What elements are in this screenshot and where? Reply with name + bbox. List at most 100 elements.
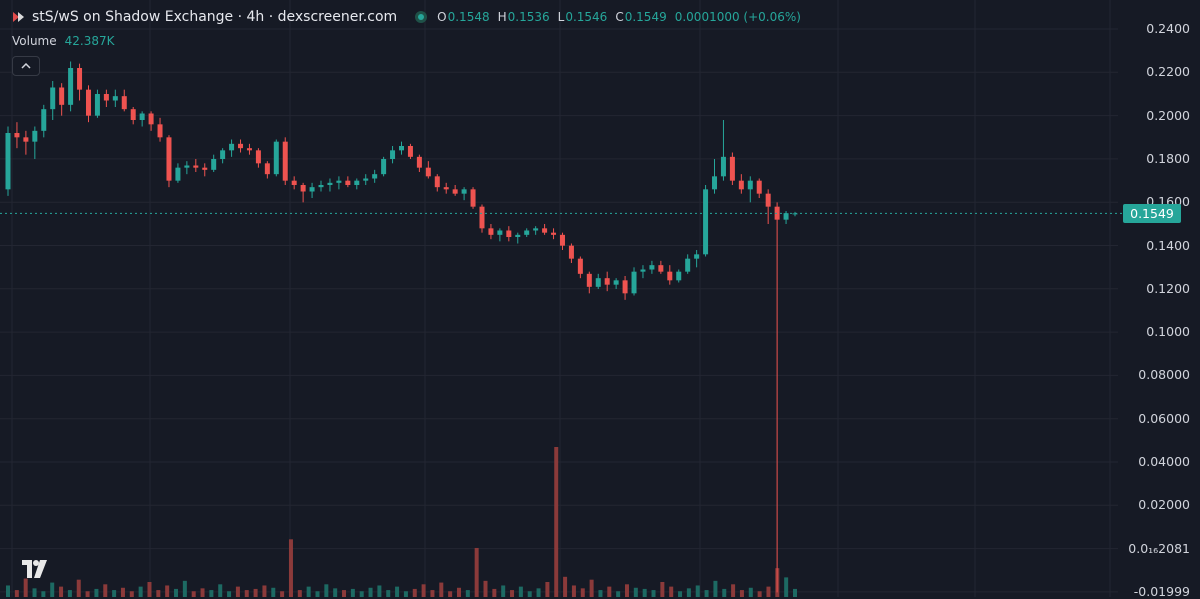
candle-body[interactable] <box>50 87 56 110</box>
candle-body[interactable] <box>381 159 387 175</box>
price-tick-label: 0.04000 <box>1138 454 1190 469</box>
volume-bar <box>563 576 568 597</box>
candle-body[interactable] <box>94 94 100 116</box>
candle-body[interactable] <box>640 269 646 272</box>
candle-body[interactable] <box>613 280 619 285</box>
candle-body[interactable] <box>372 174 378 179</box>
candle-body[interactable] <box>676 271 682 281</box>
candle-body[interactable] <box>720 156 726 177</box>
candle-body[interactable] <box>103 94 109 101</box>
candle-body[interactable] <box>524 230 530 235</box>
candle-body[interactable] <box>712 176 718 190</box>
candle-body[interactable] <box>586 273 592 287</box>
candle-body[interactable] <box>345 180 351 185</box>
candle-body[interactable] <box>685 258 691 272</box>
candle-body[interactable] <box>273 141 279 175</box>
candle-body[interactable] <box>282 141 288 181</box>
candle-body[interactable] <box>41 109 47 131</box>
candle-body[interactable] <box>407 146 413 157</box>
candle-body[interactable] <box>59 87 65 105</box>
collapse-legend-button[interactable] <box>12 56 40 76</box>
candle-body[interactable] <box>434 176 440 188</box>
candle-body[interactable] <box>175 167 181 181</box>
candle-body[interactable] <box>515 234 521 237</box>
candle-body[interactable] <box>32 130 38 142</box>
candle-body[interactable] <box>568 245 574 259</box>
candle-body[interactable] <box>470 189 476 207</box>
candle-body[interactable] <box>238 143 244 149</box>
candle-body[interactable] <box>622 280 628 294</box>
candle-body[interactable] <box>604 278 610 285</box>
candle-body[interactable] <box>139 113 145 121</box>
candle-body[interactable] <box>443 187 449 190</box>
candle-body[interactable] <box>479 206 485 229</box>
symbol-title[interactable]: stS/wS on Shadow Exchange · 4h · dexscre… <box>32 9 398 25</box>
candle-body[interactable] <box>68 68 74 105</box>
candle-body[interactable] <box>211 159 217 170</box>
volume-bar <box>722 588 727 597</box>
candle-body[interactable] <box>202 167 208 170</box>
candle-body[interactable] <box>291 180 297 185</box>
candle-body[interactable] <box>738 180 744 190</box>
candle-body[interactable] <box>774 206 780 220</box>
candle-body[interactable] <box>309 187 315 192</box>
candle-body[interactable] <box>184 165 190 168</box>
tradingview-icon[interactable] <box>20 556 50 582</box>
candle-body[interactable] <box>246 148 252 151</box>
candle-body[interactable] <box>14 133 20 138</box>
candle-body[interactable] <box>694 254 700 259</box>
candle-body[interactable] <box>354 180 360 185</box>
candle-body[interactable] <box>425 167 431 177</box>
candle-body[interactable] <box>765 193 771 207</box>
candle-body[interactable] <box>461 189 467 194</box>
candle-body[interactable] <box>318 185 324 188</box>
candle-body[interactable] <box>390 150 396 159</box>
candle-body[interactable] <box>631 271 637 294</box>
candle-body[interactable] <box>148 113 154 125</box>
price-tick-label: 0.1000 <box>1146 324 1190 340</box>
candle-body[interactable] <box>399 146 404 151</box>
candle-body[interactable] <box>157 124 163 138</box>
candle-body[interactable] <box>729 156 735 181</box>
candle-body[interactable] <box>112 96 118 101</box>
volume-bar <box>129 591 134 597</box>
candle-body[interactable] <box>363 178 369 181</box>
candle-body[interactable] <box>300 185 306 192</box>
candle-body[interactable] <box>577 258 583 274</box>
candle-body[interactable] <box>336 180 342 183</box>
candle-body[interactable] <box>327 182 333 185</box>
candle-body[interactable] <box>506 230 512 238</box>
candle-body[interactable] <box>756 180 762 194</box>
close-value: 0.1549 <box>624 10 667 24</box>
candle-body[interactable] <box>85 89 91 116</box>
volume-bar <box>501 585 506 597</box>
candle-body[interactable] <box>130 109 136 120</box>
candle-body[interactable] <box>559 234 565 246</box>
candle-body[interactable] <box>747 180 753 190</box>
candle-body[interactable] <box>551 232 557 235</box>
candle-body[interactable] <box>121 96 127 110</box>
candle-body[interactable] <box>229 143 235 151</box>
candle-body[interactable] <box>264 163 270 175</box>
candle-body[interactable] <box>23 137 29 142</box>
volume-bar <box>359 591 364 597</box>
candle-body[interactable] <box>667 271 673 281</box>
candle-body[interactable] <box>193 165 199 168</box>
candle-body[interactable] <box>488 228 494 235</box>
candle-body[interactable] <box>533 228 539 231</box>
candle-body[interactable] <box>595 278 601 287</box>
candle-body[interactable] <box>5 133 11 190</box>
candle-body[interactable] <box>783 213 789 220</box>
candle-body[interactable] <box>77 68 83 90</box>
candle-body[interactable] <box>416 156 422 168</box>
candle-body[interactable] <box>220 150 226 159</box>
candle-body[interactable] <box>452 189 458 194</box>
candle-body[interactable] <box>255 150 261 164</box>
candle-body[interactable] <box>166 137 172 181</box>
candle-body[interactable] <box>649 265 655 270</box>
candle-body[interactable] <box>703 189 709 255</box>
candle-body[interactable] <box>658 265 664 272</box>
candle-body[interactable] <box>497 230 503 235</box>
candle-body[interactable] <box>542 228 548 233</box>
